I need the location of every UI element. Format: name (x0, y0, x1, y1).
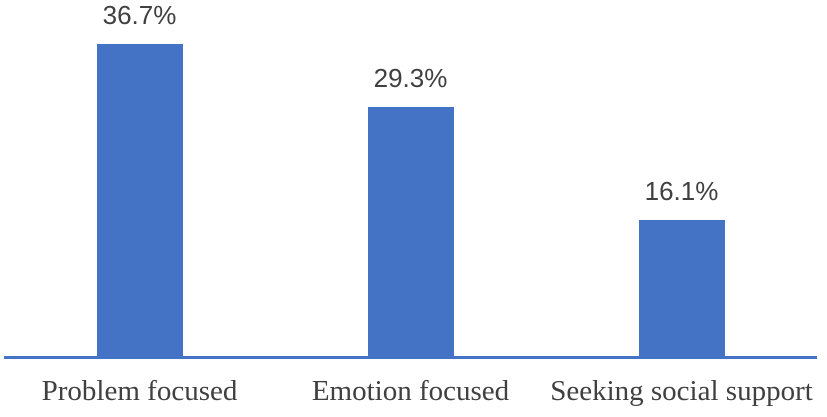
category-label-emotion-focused: Emotion focused (311, 375, 510, 407)
value-label-emotion-focused: 29.3% (373, 63, 448, 93)
value-label-problem-focused: 36.7% (102, 0, 177, 30)
bar-emotion-focused (368, 107, 454, 357)
value-label-seeking-social-support: 16.1% (644, 176, 719, 206)
x-axis-line (4, 356, 817, 359)
category-label-seeking-social-support: Seeking social support (550, 375, 813, 407)
bar-seeking-social-support (639, 220, 725, 357)
bar-problem-focused (97, 44, 183, 357)
category-label-problem-focused: Problem focused (41, 375, 238, 407)
